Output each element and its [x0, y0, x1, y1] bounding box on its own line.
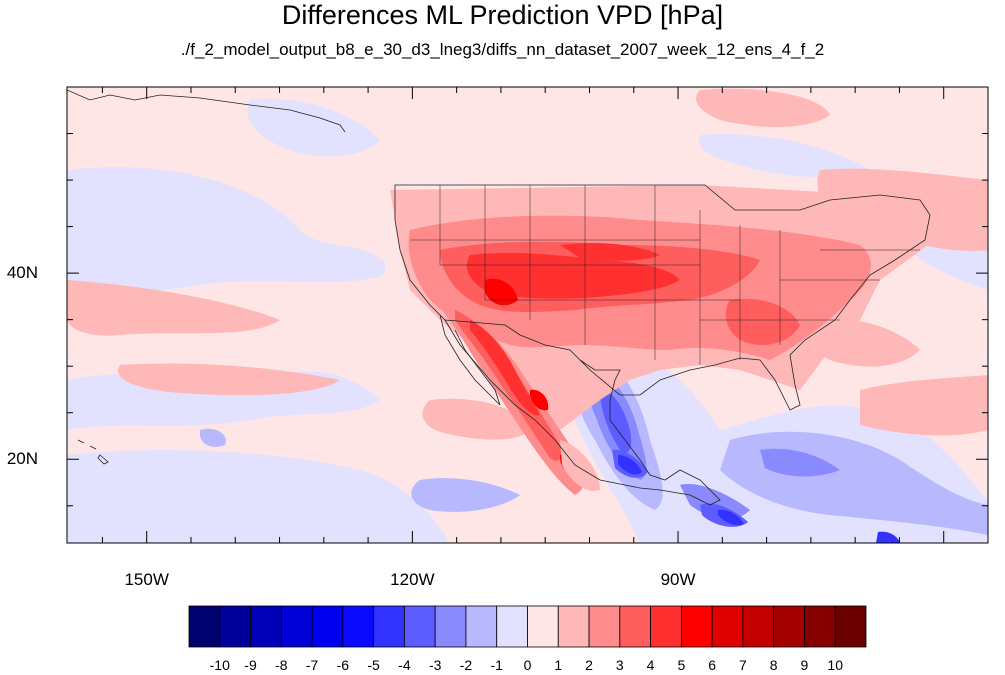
colorbar-swatch	[373, 605, 405, 648]
colorbar-label: 5	[677, 657, 686, 673]
colorbar-swatch	[588, 605, 621, 648]
colorbar-label: 9	[800, 657, 809, 673]
colorbar-swatch	[434, 605, 467, 648]
colorbar-label: 0	[523, 657, 532, 673]
map-field	[67, 87, 988, 543]
colorbar	[188, 605, 867, 648]
baja-outline	[439, 314, 501, 406]
colorbar-label: 8	[769, 657, 778, 673]
colorbar-swatch	[188, 605, 221, 648]
x-tick-label: 120W	[390, 570, 435, 589]
colorbar-swatch	[311, 605, 344, 648]
colorbar-label: 2	[585, 657, 593, 673]
colorbar-label: 4	[646, 657, 655, 673]
colorbar-label: 7	[739, 657, 747, 673]
colorbar-label: -1	[490, 657, 503, 673]
colorbar-swatch	[742, 605, 775, 648]
colorbar-swatch	[496, 605, 528, 648]
colorbar-swatch	[342, 605, 375, 648]
hawaii-islands	[77, 439, 109, 465]
plot-frame	[66, 86, 989, 544]
colorbar-label: -3	[428, 657, 442, 673]
colorbar-swatch	[804, 605, 836, 648]
colorbar-swatch	[773, 605, 805, 648]
colorbar-swatch	[557, 605, 590, 648]
colorbar-label: -2	[459, 657, 473, 673]
map-title: Differences ML Prediction VPD [hPa]	[281, 0, 724, 30]
colorbar-swatch	[280, 605, 313, 648]
x-tick-label: 150W	[124, 570, 169, 589]
pacific-blue-band	[67, 167, 385, 297]
colorbar-label: -9	[244, 657, 257, 673]
colorbar-swatch	[619, 605, 651, 648]
colorbar-label: 6	[708, 657, 717, 673]
y-tick-label: 40N	[6, 263, 38, 283]
colorbar-swatch	[250, 605, 282, 648]
mexico-outline	[444, 319, 721, 506]
colorbar-swatch	[680, 605, 713, 648]
positive-anomaly-regions	[67, 88, 988, 495]
colorbar-swatch	[834, 605, 867, 648]
colorbar-swatch	[219, 605, 251, 648]
states-grid	[410, 185, 920, 365]
colorbar-label: -6	[336, 657, 350, 673]
colorbar-swatch	[527, 605, 559, 648]
x-tick-label: 90W	[660, 570, 696, 589]
colorbar-label: 1	[554, 657, 563, 673]
conus-outline	[394, 184, 931, 411]
colorbar-label: -7	[305, 657, 319, 673]
pacific-warm-patch	[67, 280, 280, 336]
map-subtitle: ./f_2_model_output_b8_e_30_d3_lneg3/diff…	[180, 40, 825, 59]
colorbar-label: -10	[209, 657, 230, 673]
colorbar-swatch	[650, 605, 682, 648]
colorbar-label: -4	[398, 657, 411, 673]
colorbar-label: -8	[275, 657, 288, 673]
y-tick-label: 20N	[6, 449, 38, 469]
alaska-coast	[67, 89, 346, 133]
colorbar-swatch	[711, 605, 744, 648]
colorbar-swatch	[465, 605, 498, 648]
coastlines-borders	[67, 89, 931, 506]
colorbar-label: -5	[367, 657, 380, 673]
colorbar-label: 10	[827, 657, 843, 673]
axis-ticks	[67, 87, 988, 543]
colorbar-swatch	[404, 605, 436, 648]
colorbar-label: 3	[615, 657, 624, 673]
